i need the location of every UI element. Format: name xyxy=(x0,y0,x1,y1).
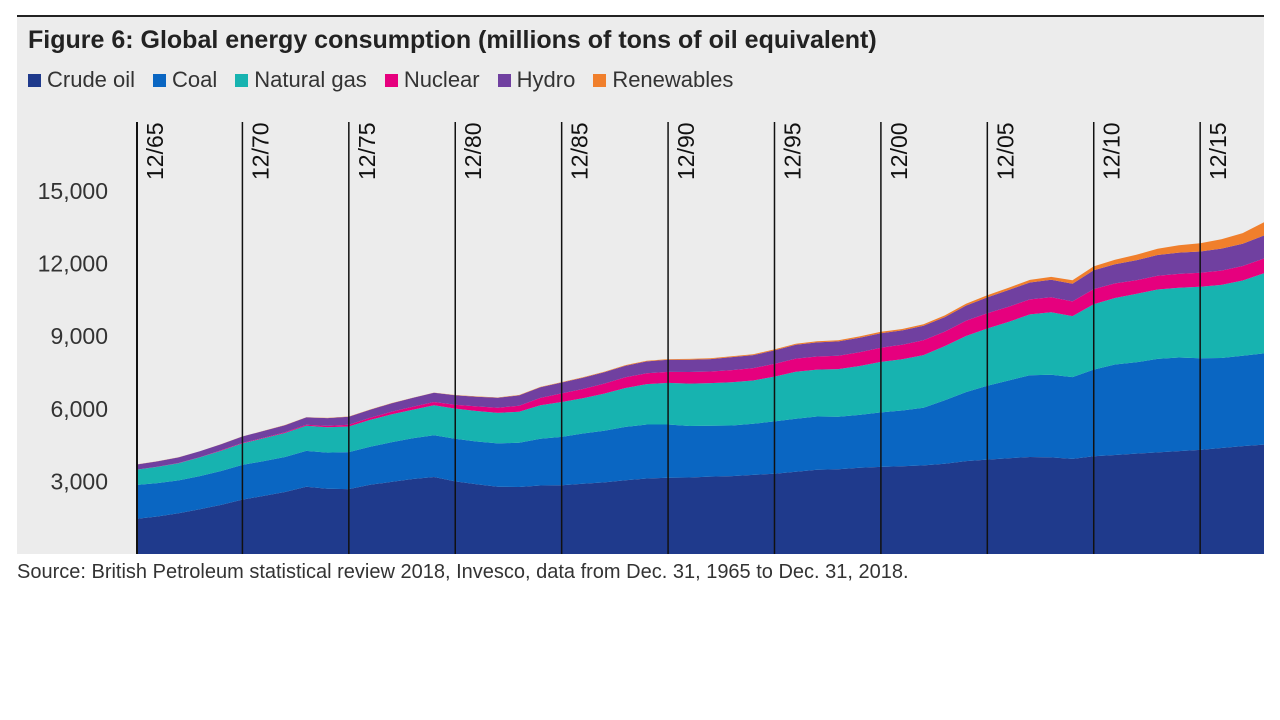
legend-label-natural-gas: Natural gas xyxy=(254,67,367,92)
x-tick-label-12-00: 12/00 xyxy=(886,122,912,180)
area-coal xyxy=(136,353,1264,519)
y-tick-label-9000: 9,000 xyxy=(50,323,108,349)
vertical-gridlines xyxy=(136,122,1201,554)
y-tick-label-3000: 3,000 xyxy=(50,468,108,494)
x-tick-label-12-90: 12/90 xyxy=(673,122,699,180)
legend-item-crude-oil: Crude oil xyxy=(28,67,135,93)
x-tick-label-12-95: 12/95 xyxy=(779,122,805,180)
chart-figure: 3,000 6,000 9,000 12,000 15,000 12/65 12/70 12… xyxy=(17,15,1264,554)
x-tick-label-12-75: 12/75 xyxy=(354,122,380,180)
legend-item-natural-gas: Natural gas xyxy=(235,67,367,93)
y-tick-label-15000: 15,000 xyxy=(38,178,108,204)
legend-swatch-coal xyxy=(153,73,167,87)
area-nuclear xyxy=(136,258,1264,470)
legend-item-nuclear: Nuclear xyxy=(384,67,480,93)
stacked-areas xyxy=(136,222,1264,554)
legend-item-hydro: Hydro xyxy=(497,67,576,93)
y-tick-label-6000: 6,000 xyxy=(50,396,108,422)
area-natural-gas xyxy=(136,273,1264,485)
legend-swatch-renewables xyxy=(593,73,607,87)
x-axis-tick-labels: 12/65 12/70 12/75 12/80 12/85 12/90 12/95 12/00… xyxy=(142,122,1231,180)
legend-label-nuclear: Nuclear xyxy=(403,67,480,92)
area-hydro xyxy=(136,235,1264,470)
source-note: Source: British Petroleum statistical re… xyxy=(17,561,909,583)
area-crude-oil xyxy=(136,444,1264,554)
x-tick-label-12-05: 12/05 xyxy=(992,122,1018,180)
x-tick-label-12-70: 12/70 xyxy=(247,122,273,180)
legend-label-renewables: Renewables xyxy=(612,67,734,92)
legend-swatch-crude-oil xyxy=(28,73,41,87)
x-tick-label-12-80: 12/80 xyxy=(460,122,486,180)
legend-label-crude-oil: Crude oil xyxy=(47,67,136,92)
legend-swatch-natural-gas xyxy=(235,73,249,87)
legend-swatch-hydro xyxy=(497,73,511,87)
legend-item-coal: Coal xyxy=(153,67,217,93)
legend-label-hydro: Hydro xyxy=(516,67,576,92)
legend-label-coal: Coal xyxy=(172,67,218,92)
y-axis-tick-labels: 3,000 6,000 9,000 12,000 15,000 xyxy=(38,178,108,494)
y-tick-label-12000: 12,000 xyxy=(38,251,108,277)
chart-legend: Crude oil Coal Natural gas Nuclear Hydro… xyxy=(28,67,751,93)
chart-title: Figure 6: Global energy consumption (mil… xyxy=(28,26,877,54)
legend-item-renewables: Renewables xyxy=(593,67,733,93)
x-tick-label-12-65: 12/65 xyxy=(142,122,168,180)
x-tick-label-12-10: 12/10 xyxy=(1099,122,1125,180)
x-tick-label-12-15: 12/15 xyxy=(1205,122,1231,180)
x-tick-label-12-85: 12/85 xyxy=(567,122,593,180)
legend-swatch-nuclear xyxy=(384,73,398,87)
